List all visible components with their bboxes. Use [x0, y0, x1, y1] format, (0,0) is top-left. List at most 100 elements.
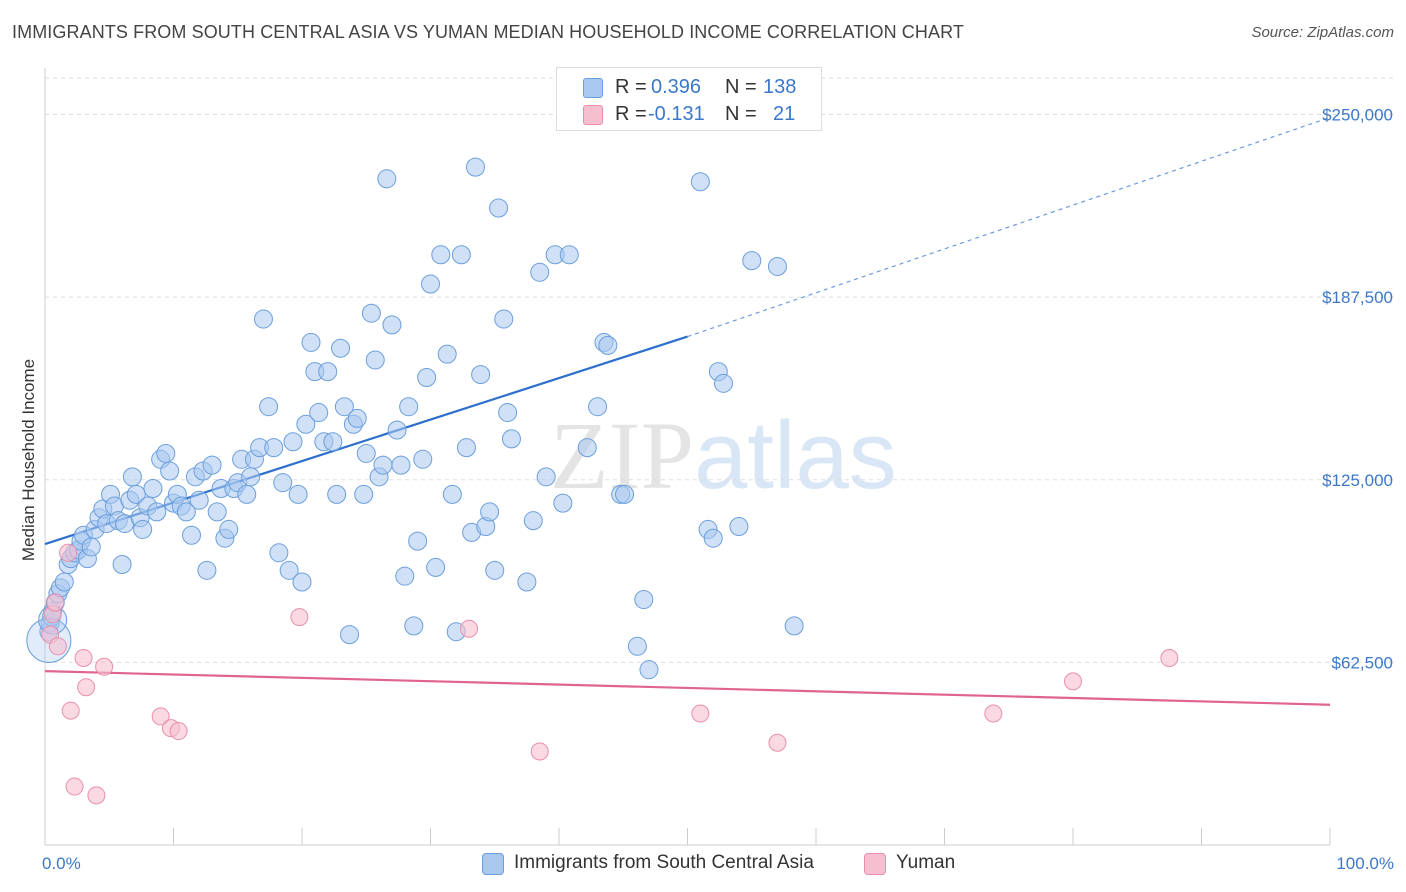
point-series1	[288, 484, 308, 504]
point-series1	[143, 479, 163, 499]
point-series1	[160, 461, 180, 481]
point-series1	[327, 484, 347, 504]
legend-n-label: N =	[725, 103, 757, 125]
point-series1	[309, 403, 329, 423]
point-series1	[253, 309, 273, 329]
legend-swatch-blue	[583, 78, 603, 98]
point-series1	[437, 344, 457, 364]
point-series1	[395, 566, 415, 586]
point-series1	[442, 484, 462, 504]
legend-n-label: N =	[725, 76, 757, 98]
point-series1	[279, 560, 299, 580]
point-series1	[237, 484, 257, 504]
point-series1	[480, 502, 500, 522]
point-series2	[61, 701, 80, 720]
point-series1	[703, 528, 723, 548]
x-tick-label: 0.0%	[42, 854, 81, 873]
point-series2	[169, 722, 188, 741]
chart-title: IMMIGRANTS FROM SOUTH CENTRAL ASIA VS YU…	[12, 22, 964, 42]
point-series2	[77, 678, 96, 697]
point-series1	[365, 350, 385, 370]
point-series2	[984, 704, 1003, 723]
y-tick-label: $125,000	[1322, 471, 1393, 490]
legend-r-value: -0.131	[648, 103, 705, 125]
point-series1	[456, 438, 476, 458]
trend-line-series1-extension	[687, 116, 1331, 338]
point-series1	[219, 519, 239, 539]
point-series1	[387, 420, 407, 440]
tick-labels: $62,500 $125,000 $187,500 $250,000 0.0% 100.0…	[42, 106, 1394, 873]
point-series1	[197, 560, 217, 580]
point-series1	[189, 490, 209, 510]
point-series1	[296, 414, 316, 434]
point-series2	[59, 543, 78, 562]
point-series1	[354, 484, 374, 504]
point-series1	[536, 467, 556, 487]
point-series1	[627, 636, 647, 656]
point-series1	[615, 484, 635, 504]
legend-n-value: 21	[773, 103, 796, 125]
point-series1	[489, 198, 509, 218]
point-series2	[95, 657, 114, 676]
point-series1	[421, 274, 440, 294]
point-series1	[156, 443, 176, 463]
point-series1	[501, 429, 521, 449]
point-series2	[65, 777, 84, 796]
point-series1	[634, 590, 654, 610]
point-series1	[334, 397, 354, 417]
point-series1	[202, 455, 222, 475]
point-series1	[690, 172, 710, 192]
point-series1	[742, 251, 762, 271]
point-series1	[431, 245, 451, 265]
point-series1	[283, 432, 303, 452]
x-tick-label: 100.0%	[1336, 854, 1394, 873]
bottom-legend-label: Immigrants from South Central Asia	[514, 852, 814, 873]
point-series1	[382, 315, 402, 335]
point-series1	[639, 660, 659, 680]
point-series1	[413, 449, 433, 469]
point-series1	[399, 397, 419, 417]
point-series1	[451, 245, 471, 265]
point-series1	[598, 335, 618, 355]
point-series1	[241, 467, 261, 487]
point-series1	[577, 438, 597, 458]
point-series1	[264, 438, 284, 458]
point-series2	[768, 733, 787, 752]
point-series1	[181, 525, 201, 545]
point-series1	[517, 572, 537, 592]
point-series1	[323, 432, 343, 452]
point-series1	[471, 365, 491, 385]
point-series1	[273, 473, 293, 493]
point-series1	[559, 245, 579, 265]
y-tick-label: $62,500	[1332, 653, 1393, 672]
data-points	[26, 157, 1179, 805]
trend-lines	[44, 116, 1331, 706]
point-series1	[523, 511, 543, 531]
point-series1	[318, 362, 338, 382]
source-credit: Source: ZipAtlas.com	[1251, 24, 1394, 41]
point-series1	[356, 443, 376, 463]
point-series1	[494, 309, 514, 329]
point-series1	[269, 543, 289, 563]
point-series1	[498, 403, 518, 423]
point-series1	[408, 531, 428, 551]
point-series1	[361, 303, 381, 323]
point-series2	[530, 742, 549, 761]
point-series2	[1160, 648, 1179, 667]
point-series2	[48, 637, 67, 656]
correlation-legend: R = 0.396 N = 138 R = -0.131 N = 21	[556, 67, 822, 131]
point-series1	[347, 408, 367, 428]
point-series1	[126, 484, 146, 504]
axes	[44, 68, 1331, 846]
point-series1	[373, 455, 393, 475]
watermark-atlas: atlas	[694, 402, 897, 509]
point-series1	[465, 157, 485, 177]
bottom-legend-label: Yuman	[896, 852, 956, 873]
point-series2	[46, 593, 65, 612]
point-series1	[301, 332, 321, 352]
point-series1	[530, 262, 550, 282]
legend-r-label: R =	[615, 76, 647, 98]
point-series1	[588, 397, 608, 417]
point-series1	[54, 572, 74, 592]
point-series2	[290, 608, 309, 627]
